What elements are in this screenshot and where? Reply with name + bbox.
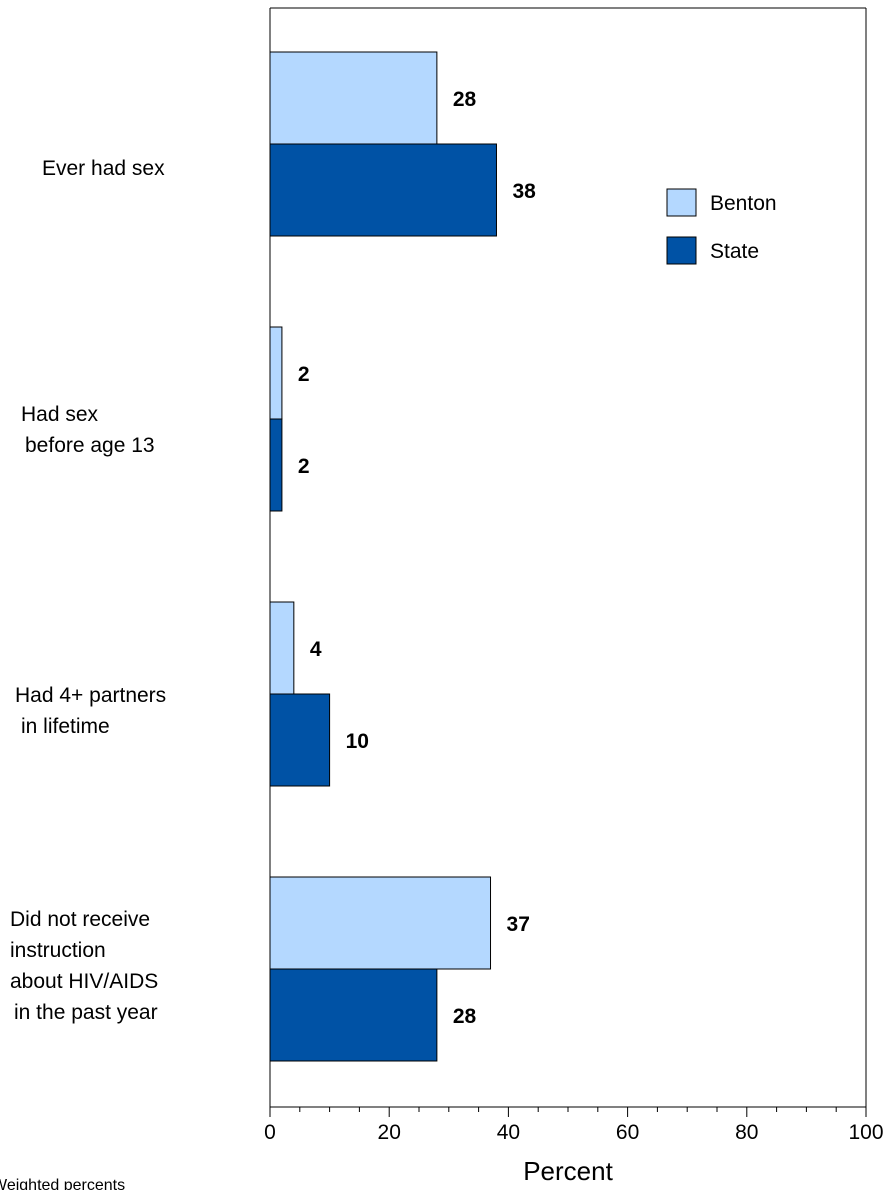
x-tick-label-100: 100 — [848, 1121, 883, 1144]
bar-benton-1 — [269, 326, 283, 420]
category-label-3-line-3: in the past year — [14, 1001, 158, 1024]
footnote: Weighted percents — [0, 1177, 125, 1190]
category-label-2-line-1: in lifetime — [21, 715, 110, 738]
x-tick-label-0: 0 — [264, 1121, 276, 1144]
value-label-benton-0: 28 — [453, 88, 477, 111]
value-label-state-3: 28 — [453, 1005, 477, 1028]
bar-state-0 — [269, 143, 497, 237]
value-label-state-1: 2 — [298, 455, 310, 478]
category-label-0-line-0: Ever had sex — [42, 157, 165, 180]
category-label-1-line-0: Had sex — [21, 403, 99, 426]
legend-label-state: State — [710, 240, 759, 263]
category-label-1-line-1: before age 13 — [25, 434, 155, 457]
bars-group — [269, 51, 497, 1062]
x-tick-label-40: 40 — [497, 1121, 520, 1144]
legend-swatch-benton — [666, 188, 697, 217]
category-label-3-line-1: instruction — [10, 939, 106, 962]
value-labels: 28 38 2 2 4 10 37 28 — [298, 88, 536, 1028]
value-label-benton-3: 37 — [507, 913, 530, 936]
value-label-state-2: 10 — [346, 730, 369, 753]
category-labels: Ever had sex Had sex before age 13 Had 4+ p… — [10, 157, 166, 1024]
legend-swatch-state — [666, 236, 697, 265]
category-label-2-line-0: Had 4+ partners — [15, 684, 166, 707]
bar-benton-3 — [269, 876, 492, 970]
x-axis-title: Percent — [523, 1156, 613, 1186]
x-ticks-group: 0 20 40 60 80 100 — [264, 1107, 884, 1144]
category-label-3-line-0: Did not receive — [10, 908, 150, 931]
x-tick-label-20: 20 — [378, 1121, 401, 1144]
x-tick-label-60: 60 — [616, 1121, 639, 1144]
category-label-3-line-2: about HIV/AIDS — [10, 970, 158, 993]
legend: Benton State — [666, 188, 777, 265]
axes-group — [269, 7, 867, 1108]
bar-state-1 — [269, 418, 283, 512]
bar-benton-0 — [269, 51, 438, 145]
bar-state-3 — [269, 968, 438, 1062]
value-label-benton-1: 2 — [298, 363, 310, 386]
x-tick-label-80: 80 — [735, 1121, 758, 1144]
value-label-benton-2: 4 — [310, 638, 322, 661]
bar-benton-2 — [269, 601, 295, 695]
value-label-state-0: 38 — [512, 180, 536, 203]
bar-state-2 — [269, 693, 331, 787]
legend-label-benton: Benton — [710, 192, 777, 215]
